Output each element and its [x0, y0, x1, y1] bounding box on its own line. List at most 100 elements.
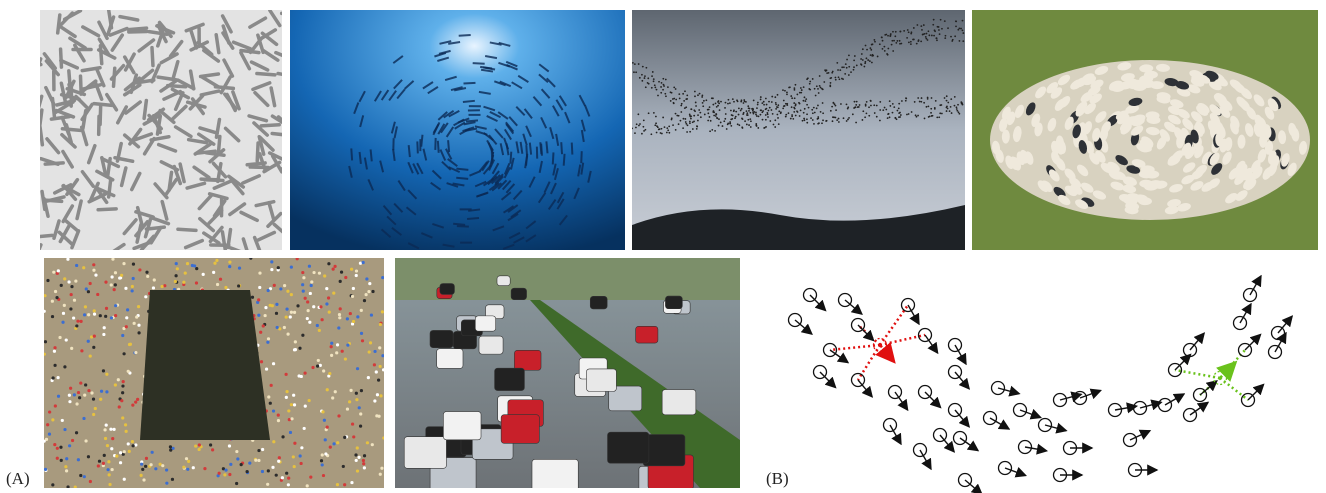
cell [98, 209, 116, 210]
bird [758, 115, 760, 117]
person [219, 278, 222, 281]
person [320, 459, 323, 462]
bird [898, 107, 900, 109]
bird [720, 101, 722, 103]
bird [633, 71, 635, 73]
person [285, 315, 288, 318]
person [90, 335, 93, 338]
person [137, 324, 140, 327]
cell [201, 74, 219, 76]
person [74, 279, 77, 282]
person [131, 285, 134, 288]
person [328, 310, 331, 313]
bird [915, 114, 917, 116]
person [121, 391, 124, 394]
bird [689, 122, 691, 124]
bird [665, 79, 667, 81]
bird [713, 110, 715, 112]
bird [767, 116, 769, 118]
bird [760, 114, 762, 116]
person [93, 309, 96, 312]
bird [825, 120, 827, 122]
person [151, 451, 154, 454]
person [125, 316, 128, 319]
person [120, 274, 123, 277]
bird [681, 103, 683, 105]
person [290, 403, 293, 406]
person [293, 442, 296, 445]
bird [958, 27, 960, 29]
person [80, 349, 83, 352]
bird [930, 108, 932, 110]
bird [910, 41, 912, 43]
person [118, 405, 121, 408]
bird [803, 112, 805, 114]
bird [812, 78, 814, 80]
person [301, 334, 304, 337]
agent-heading [998, 388, 1019, 394]
bird [927, 105, 929, 107]
bird [643, 119, 645, 121]
bird [856, 65, 858, 67]
bird [744, 101, 746, 103]
bird [854, 101, 856, 103]
bird [846, 59, 848, 61]
person [68, 444, 71, 447]
bird [893, 40, 895, 42]
bird [718, 100, 720, 102]
person [73, 393, 76, 396]
bird [806, 118, 808, 120]
person [79, 381, 82, 384]
bird [635, 71, 637, 73]
fish [564, 154, 565, 166]
bird [796, 110, 798, 112]
person [198, 443, 201, 446]
bird [870, 100, 872, 102]
person [138, 268, 141, 271]
person [377, 415, 380, 418]
bird [940, 104, 942, 106]
person [287, 477, 290, 480]
person [195, 267, 198, 270]
bird [689, 114, 691, 116]
person [276, 326, 279, 329]
bird [774, 119, 776, 121]
person [330, 354, 333, 357]
person [103, 454, 106, 457]
person [137, 331, 140, 334]
person [322, 474, 325, 477]
bird [804, 100, 806, 102]
person [113, 288, 116, 291]
person [306, 317, 309, 320]
person [123, 450, 126, 453]
bird [671, 117, 673, 119]
person [75, 402, 78, 405]
bird [944, 20, 946, 22]
person [330, 345, 333, 348]
bird [680, 120, 682, 122]
person [58, 336, 61, 339]
bird [650, 133, 652, 135]
person [237, 284, 240, 287]
bird [806, 113, 808, 115]
person [270, 260, 273, 263]
person [163, 284, 166, 287]
bird [865, 105, 867, 107]
car [437, 349, 463, 369]
bird [682, 127, 684, 129]
person [328, 372, 331, 375]
fish [530, 143, 531, 155]
person [318, 329, 321, 332]
bird [664, 93, 666, 95]
bird [672, 98, 674, 100]
person [349, 389, 352, 392]
bird [941, 28, 943, 30]
bird [813, 123, 815, 125]
bird [876, 116, 878, 118]
bird [777, 104, 779, 106]
person [203, 467, 206, 470]
person [202, 273, 205, 276]
person [326, 426, 329, 429]
bird [932, 24, 934, 26]
bird [685, 123, 687, 125]
